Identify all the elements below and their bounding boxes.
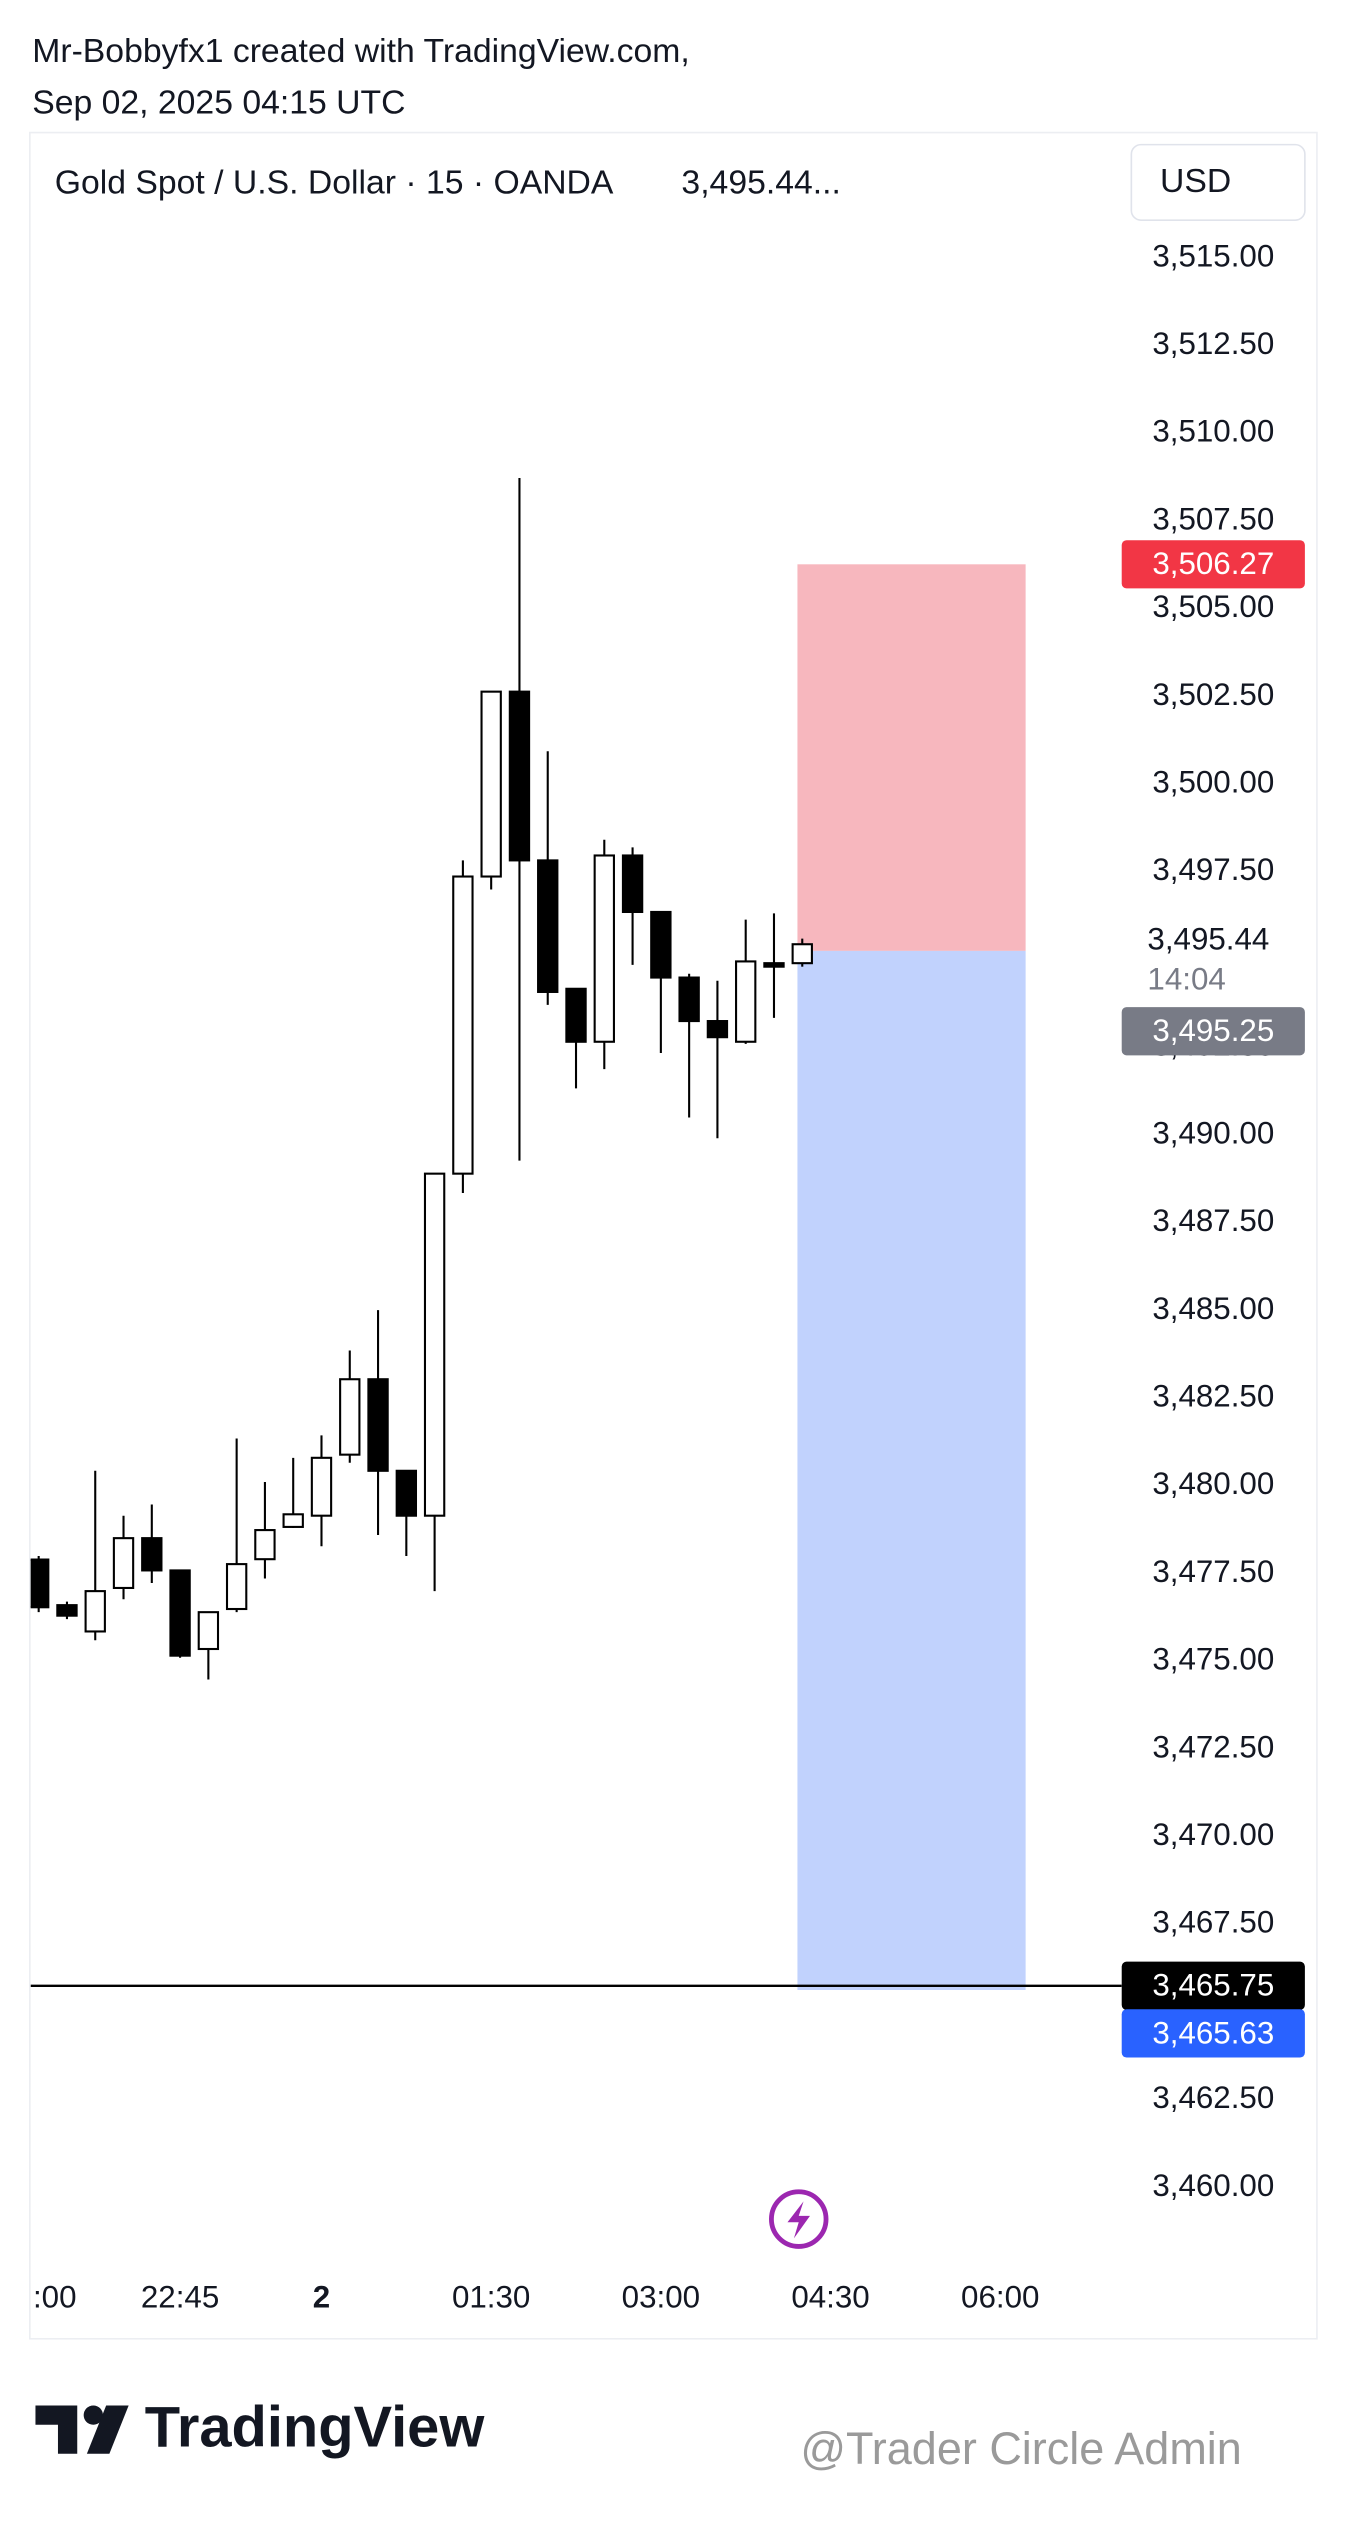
currency-button[interactable] <box>1130 143 1306 221</box>
alert-bolt <box>787 2201 810 2239</box>
y-tick-label: 3,497.50 <box>1152 852 1274 887</box>
candle-body <box>706 1020 729 1039</box>
x-tick-label: 06:00 <box>961 2280 1039 2315</box>
candle-body <box>423 1172 446 1517</box>
date-line: Sep 02, 2025 04:15 UTC <box>32 83 405 121</box>
x-tick-label: 22:45 <box>141 2280 219 2315</box>
candle-body <box>310 1456 333 1517</box>
entry-label: 3,495.25 <box>1152 1013 1274 1048</box>
title-price: 3,495.44... <box>681 164 840 202</box>
y-tick-label: 3,485.00 <box>1152 1291 1274 1326</box>
candle-body <box>650 910 672 979</box>
candle-body <box>508 690 531 862</box>
target-zone <box>797 950 1026 1990</box>
logo-dot <box>83 2405 103 2425</box>
author-line: Mr-Bobbyfx1 created with TradingView.com… <box>32 32 690 70</box>
candle-body <box>169 1569 191 1657</box>
candle-body <box>480 690 502 878</box>
candle-body <box>282 1513 304 1528</box>
candle-body <box>593 854 615 1043</box>
last-price: 3,495.44 <box>1147 921 1269 956</box>
y-tick-label: 3,482.50 <box>1152 1378 1274 1413</box>
stop-zone <box>797 564 1026 951</box>
candle-body <box>621 854 644 914</box>
y-tick-label: 3,470.00 <box>1152 1817 1274 1852</box>
candle-body <box>735 960 757 1043</box>
candle-body <box>225 1563 248 1611</box>
alert-icon[interactable] <box>769 2189 829 2249</box>
candle-body <box>537 859 559 993</box>
candle-body <box>339 1378 361 1456</box>
y-tick-label: 3,467.50 <box>1152 1905 1274 1940</box>
countdown: 14:04 <box>1147 961 1225 996</box>
candle-body <box>678 976 700 1023</box>
candle-body <box>763 962 785 968</box>
y-tick-label: 3,505.00 <box>1152 589 1274 624</box>
y-tick-label: 3,460.00 <box>1152 2168 1274 2203</box>
logo-slash <box>86 2405 129 2454</box>
candle-body <box>197 1611 220 1651</box>
candle-body <box>367 1378 389 1472</box>
candle-body <box>56 1604 78 1617</box>
candle-body <box>112 1537 135 1590</box>
y-tick-label: 3,507.50 <box>1152 501 1274 536</box>
chart-frame <box>29 131 1318 2340</box>
brand-name: TradingView <box>145 2395 486 2459</box>
currency-label[interactable]: USD <box>1160 162 1231 200</box>
watermark: @Trader Circle Admin <box>800 2423 1241 2474</box>
target-label-box <box>1121 2009 1305 2058</box>
candle-body <box>84 1590 106 1633</box>
plot-area <box>30 478 1122 1990</box>
y-tick-label: 3,487.50 <box>1152 1203 1274 1238</box>
entry-label-box <box>1121 1007 1305 1056</box>
candle-body <box>30 1558 50 1609</box>
y-tick-label: 3,510.00 <box>1152 414 1274 449</box>
y-tick-label: 3,515.00 <box>1152 238 1274 273</box>
y-tick-label: 3,480.00 <box>1152 1466 1274 1501</box>
x-tick-label: 03:00 <box>622 2280 700 2315</box>
candle-body <box>395 1469 418 1517</box>
x-tick-label: :00 <box>33 2280 77 2315</box>
stop-label: 3,506.27 <box>1152 546 1274 581</box>
x-tick-label: 04:30 <box>791 2280 869 2315</box>
stop-label-box <box>1121 540 1305 589</box>
y-tick-label: 3,475.00 <box>1152 1642 1274 1677</box>
y-tick-label: 3,462.50 <box>1152 2080 1274 2115</box>
chart-title: Gold Spot / U.S. Dollar · 15 · OANDA <box>55 164 614 202</box>
candle-body <box>254 1529 276 1561</box>
brand-logo <box>35 2405 129 2454</box>
candle-body <box>141 1537 163 1572</box>
last-price-bg <box>1131 921 1305 990</box>
y-tick-label: 3,500.00 <box>1152 765 1274 800</box>
target-label: 3,465.63 <box>1152 2015 1274 2050</box>
logo-shape <box>35 2405 78 2454</box>
hline-label: 3,465.75 <box>1152 1968 1274 2003</box>
y-tick-label: 3,477.50 <box>1152 1554 1274 1589</box>
y-tick-label: 3,502.50 <box>1152 677 1274 712</box>
x-tick-label: 01:30 <box>452 2280 530 2315</box>
y-tick-label: 3,490.00 <box>1152 1115 1274 1150</box>
candle-body <box>452 875 474 1175</box>
y-tick-label: 3,472.50 <box>1152 1729 1274 1764</box>
candle-body <box>791 943 813 965</box>
hline-label-box <box>1121 1961 1305 2010</box>
candle-body <box>565 987 587 1043</box>
x-tick-label: 2 <box>313 2280 330 2315</box>
y-tick-label: 3,512.50 <box>1152 326 1274 361</box>
